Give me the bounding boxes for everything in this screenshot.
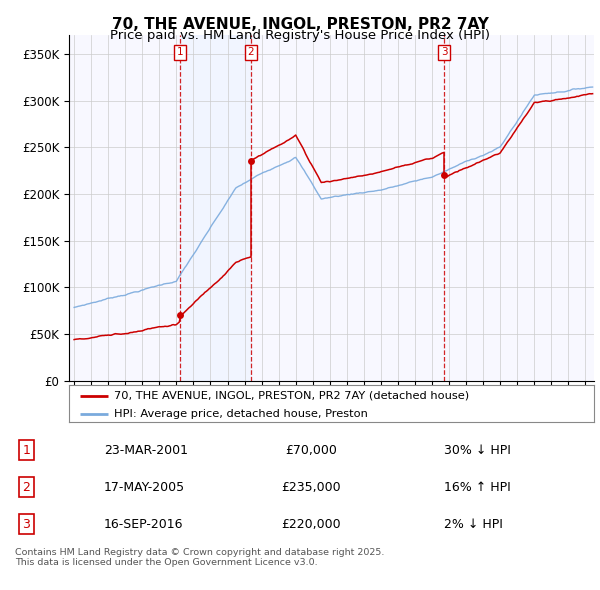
Bar [180, 35, 251, 381]
Text: 30% ↓ HPI: 30% ↓ HPI [444, 444, 511, 457]
Text: 3: 3 [441, 47, 448, 57]
Text: HPI: Average price, detached house, Preston: HPI: Average price, detached house, Pres… [113, 409, 367, 419]
Text: £70,000: £70,000 [286, 444, 337, 457]
Text: 70, THE AVENUE, INGOL, PRESTON, PR2 7AY: 70, THE AVENUE, INGOL, PRESTON, PR2 7AY [112, 17, 488, 31]
Text: 1: 1 [177, 47, 184, 57]
Text: Contains HM Land Registry data © Crown copyright and database right 2025.
This d: Contains HM Land Registry data © Crown c… [15, 548, 385, 567]
Text: 16-SEP-2016: 16-SEP-2016 [104, 517, 184, 530]
Text: 1: 1 [22, 444, 31, 457]
Text: £220,000: £220,000 [282, 517, 341, 530]
Text: 2: 2 [22, 481, 31, 494]
Text: Price paid vs. HM Land Registry's House Price Index (HPI): Price paid vs. HM Land Registry's House … [110, 30, 490, 42]
Text: 17-MAY-2005: 17-MAY-2005 [104, 481, 185, 494]
Text: 3: 3 [22, 517, 31, 530]
Text: 16% ↑ HPI: 16% ↑ HPI [444, 481, 511, 494]
Text: 2% ↓ HPI: 2% ↓ HPI [444, 517, 503, 530]
Text: 70, THE AVENUE, INGOL, PRESTON, PR2 7AY (detached house): 70, THE AVENUE, INGOL, PRESTON, PR2 7AY … [113, 391, 469, 401]
Text: £235,000: £235,000 [282, 481, 341, 494]
Text: 2: 2 [248, 47, 254, 57]
Text: 23-MAR-2001: 23-MAR-2001 [104, 444, 188, 457]
